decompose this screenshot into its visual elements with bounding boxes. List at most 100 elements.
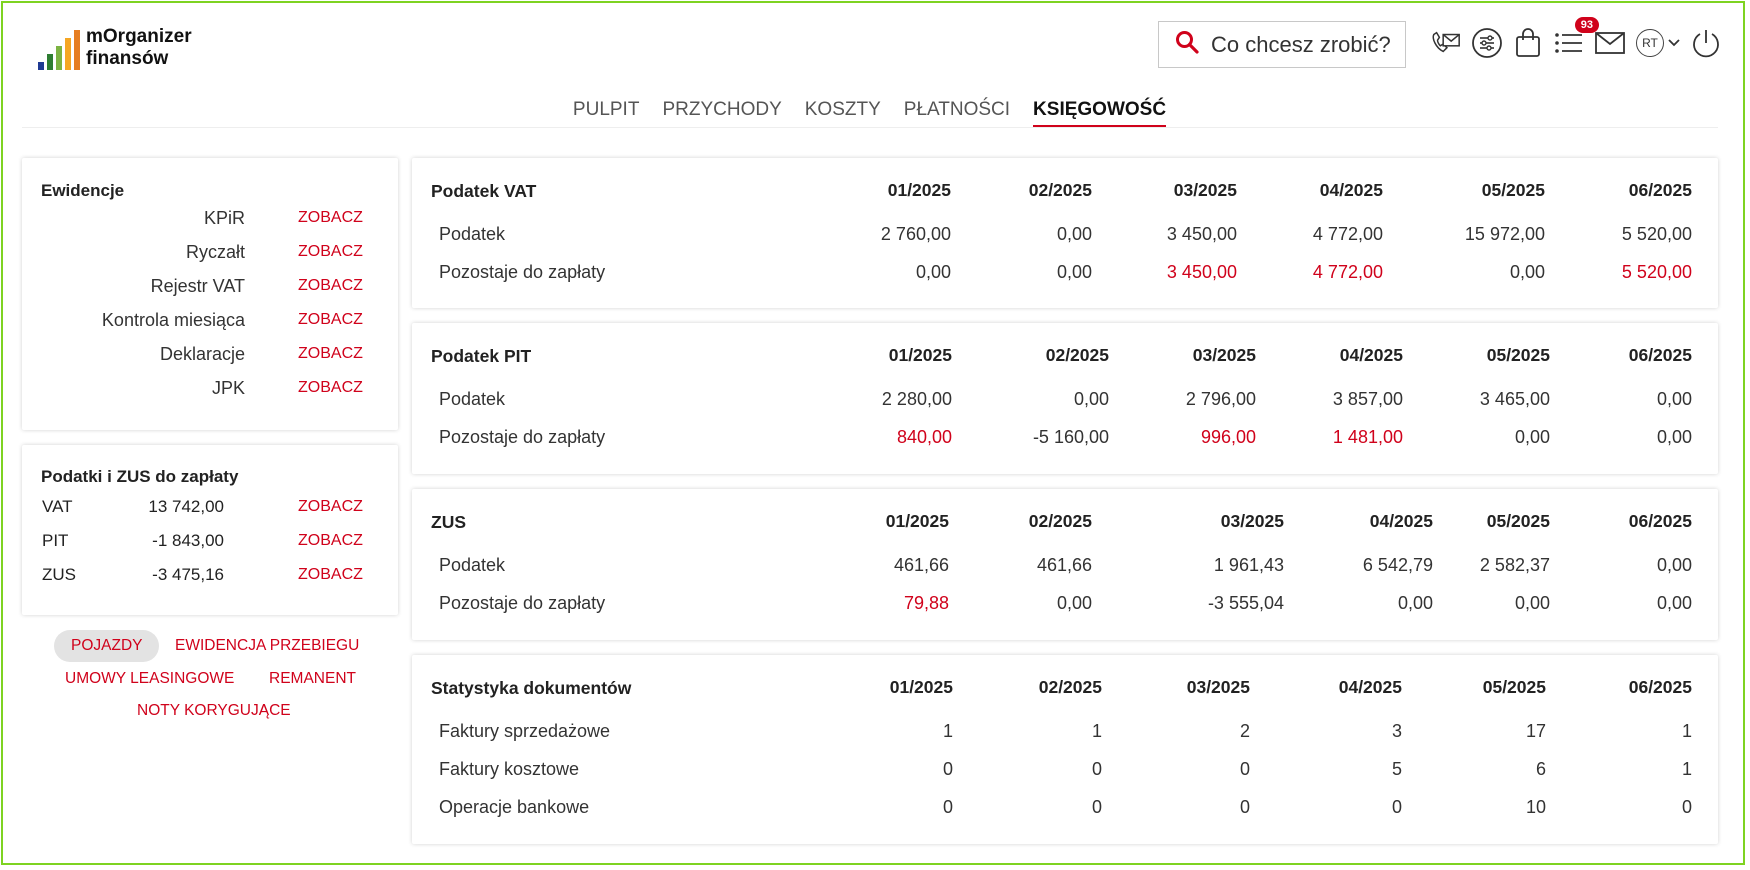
table-cell: 0 [1391, 797, 1402, 817]
table-cell: 0,00 [1656, 389, 1692, 409]
table-cell: 0 [1239, 797, 1250, 817]
table-cell: 0 [1681, 797, 1692, 817]
table-cell: 3 465,00 [1479, 389, 1550, 409]
taxes-due-panel: Podatki i ZUS do zapłaty VAT 13 742,00 ZOB… [22, 445, 398, 615]
row-label: Pozostaje do zapłaty [439, 427, 606, 447]
tax-due-row: PIT -1 843,00 ZOBACZ [22, 531, 398, 555]
shopping-bag-icon[interactable] [1512, 27, 1544, 59]
ewidencja-label: KPiR [203, 208, 245, 228]
table-cell: 6 [1535, 759, 1546, 779]
row-label: Pozostaje do zapłaty [439, 593, 606, 613]
zobacz-link[interactable]: ZOBACZ [298, 277, 363, 294]
month-header: 01/2025 [889, 677, 953, 697]
row-label: Faktury kosztowe [439, 759, 580, 779]
zobacz-link[interactable]: ZOBACZ [298, 209, 363, 226]
tax-name: PIT [42, 531, 69, 550]
table-cell: 2 280,00 [881, 389, 952, 409]
logo-line1: mOrganizer [86, 26, 192, 47]
umowy-leasingowe-link[interactable]: UMOWY LEASINGOWE [65, 670, 235, 687]
month-header: 03/2025 [1173, 180, 1237, 200]
power-icon[interactable] [1690, 27, 1722, 59]
tab-pulpit[interactable]: PULPIT [572, 99, 640, 120]
month-header: 03/2025 [1220, 511, 1284, 531]
month-header: 05/2025 [1486, 345, 1550, 365]
table-title: ZUS [431, 512, 466, 532]
table-cell: 0,00 [1514, 427, 1550, 447]
list-icon[interactable]: 93 [1553, 17, 1599, 59]
table-cell: 1 [1681, 759, 1692, 779]
row-label: Podatek [439, 389, 506, 409]
table-cell: 15 972,00 [1464, 224, 1545, 244]
month-header: 03/2025 [1192, 345, 1256, 365]
month-header: 05/2025 [1486, 511, 1550, 531]
table-title: Podatek VAT [431, 181, 537, 201]
zobacz-link[interactable]: ZOBACZ [298, 566, 363, 583]
table-cell: 0,00 [1056, 262, 1092, 282]
month-header: 04/2025 [1338, 677, 1402, 697]
month-header: 06/2025 [1628, 511, 1692, 531]
table-cell: 4 772,00 [1312, 224, 1383, 244]
summary-table: Podatek PIT 01/2025 02/2025 03/2025 04/2025 0… [412, 323, 1718, 474]
tab-ksiegowosc[interactable]: KSIĘGOWOŚĆ [1033, 99, 1167, 128]
phone-mail-icon[interactable] [1430, 27, 1462, 59]
row-label: Faktury sprzedażowe [439, 721, 611, 741]
table-cell: 0,00 [1656, 555, 1692, 575]
chevron-down-icon [1668, 39, 1680, 47]
ewidencje-panel: Ewidencje KPiR ZOBACZ Ryczałt ZOBACZ Rejestr… [22, 158, 398, 430]
zobacz-link[interactable]: ZOBACZ [298, 532, 363, 549]
table-cell: 6 542,79 [1362, 555, 1433, 575]
taxes-due-title: Podatki i ZUS do zapłaty [41, 467, 239, 486]
table-cell: 5 520,00 [1621, 224, 1692, 244]
ewidencja-przebiegu-link[interactable]: EWIDENCJA PRZEBIEGU [175, 637, 360, 654]
table-cell: 0 [1091, 797, 1102, 817]
table-cell: 996,00 [1200, 427, 1256, 447]
pojazdy-link[interactable]: POJAZDY [54, 630, 160, 662]
table-cell: 0,00 [1056, 224, 1092, 244]
row-label: Operacje bankowe [439, 797, 590, 817]
month-header: 06/2025 [1628, 677, 1692, 697]
search-box[interactable] [1158, 21, 1406, 68]
ewidencja-label: Rejestr VAT [150, 276, 245, 296]
tax-name: VAT [42, 497, 73, 516]
table-cell: 17 [1525, 721, 1546, 741]
month-header: 02/2025 [1045, 345, 1109, 365]
tab-koszty[interactable]: KOSZTY [804, 99, 881, 120]
table-cell: 5 [1391, 759, 1402, 779]
ewidencja-row: JPK ZOBACZ [22, 378, 398, 402]
ewidencja-row: Rejestr VAT ZOBACZ [22, 276, 398, 300]
zobacz-link[interactable]: ZOBACZ [298, 243, 363, 260]
table-cell: 3 [1391, 721, 1402, 741]
zobacz-link[interactable]: ZOBACZ [298, 498, 363, 515]
ewidencja-row: Kontrola miesiąca ZOBACZ [22, 310, 398, 334]
search-input[interactable] [1209, 30, 1403, 59]
ewidencja-label: Deklaracje [159, 344, 245, 364]
remanent-link[interactable]: REMANENT [269, 670, 356, 687]
ewidencja-label: JPK [211, 378, 245, 398]
mail-icon[interactable] [1594, 27, 1626, 59]
nav-divider [22, 127, 1718, 128]
zobacz-link[interactable]: ZOBACZ [298, 311, 363, 328]
table-cell: 461,66 [1036, 555, 1092, 575]
tab-platnosci[interactable]: PŁATNOŚCI [903, 99, 1011, 120]
table-cell: 0,00 [1656, 427, 1692, 447]
table-cell: 1 [1091, 721, 1102, 741]
app-logo[interactable]: mOrganizer finansów [38, 26, 192, 70]
table-cell: 2 796,00 [1185, 389, 1256, 409]
table-cell: 3 450,00 [1166, 262, 1237, 282]
month-header: 02/2025 [1028, 511, 1092, 531]
logo-line2: finansów [86, 48, 169, 69]
table-cell: 79,88 [903, 593, 949, 613]
table-title: Podatek PIT [431, 346, 532, 366]
noty-korygujace-link[interactable]: NOTY KORYGUJĄCE [137, 702, 291, 719]
table-cell: 2 582,37 [1479, 555, 1550, 575]
tax-value: -3 475,16 [152, 565, 224, 584]
zobacz-link[interactable]: ZOBACZ [298, 345, 363, 362]
month-header: 06/2025 [1628, 345, 1692, 365]
settings-sliders-icon[interactable] [1471, 27, 1503, 59]
user-menu[interactable]: RT [1635, 27, 1681, 59]
zobacz-link[interactable]: ZOBACZ [298, 379, 363, 396]
month-header: 04/2025 [1319, 180, 1383, 200]
tab-przychody[interactable]: PRZYCHODY [662, 99, 782, 120]
table-cell: 0,00 [1656, 593, 1692, 613]
